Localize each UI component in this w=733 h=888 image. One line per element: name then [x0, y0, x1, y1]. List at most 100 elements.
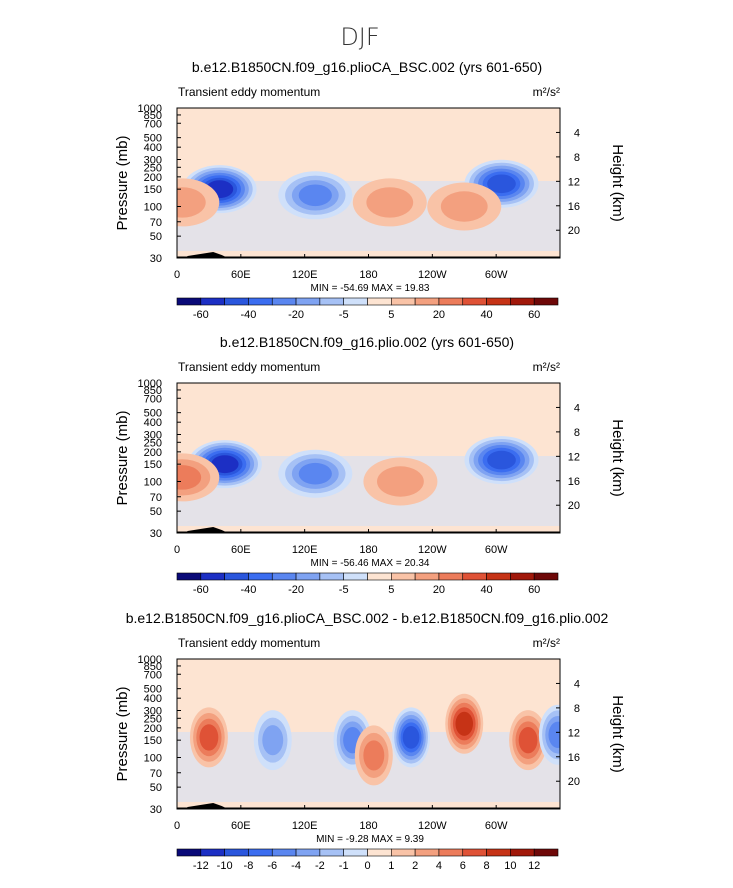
colorbar-swatch — [248, 848, 273, 857]
x-tick-label: 60E — [231, 820, 251, 832]
colorbar-swatch — [462, 297, 487, 306]
y-right-axis-label: Height (km) — [609, 419, 626, 497]
contour-feature-positive — [189, 707, 228, 768]
y-right-tick-label: 8 — [574, 427, 580, 439]
y-tick-label: 200 — [144, 172, 162, 184]
colorbar-label: 60 — [528, 584, 540, 596]
contour-level — [177, 465, 202, 490]
min-max-label: MIN = -9.28 MAX = 9.39 — [316, 834, 424, 845]
colorbar-swatch — [176, 848, 202, 857]
colorbar-label: -60 — [193, 309, 209, 321]
y-tick-label: 1000 — [138, 654, 162, 666]
contour-feature-positive — [354, 725, 393, 786]
colorbar-swatch — [438, 848, 464, 857]
colorbar-swatch — [200, 297, 225, 306]
contour-feature-negative — [464, 436, 539, 485]
contour-level — [455, 711, 474, 736]
colorbar-swatch — [295, 297, 321, 306]
y-tick-label: 850 — [144, 110, 162, 122]
y-tick-label: 850 — [144, 385, 162, 397]
colorbar-swatch — [176, 572, 202, 581]
colorbar-label: -12 — [193, 860, 209, 872]
y-right-tick-label: 4 — [574, 127, 580, 139]
y-right-axis-label: Height (km) — [609, 695, 626, 773]
colorbar-swatch — [295, 848, 321, 857]
colorbar-swatch — [414, 572, 440, 581]
y-tick-label: 100 — [144, 476, 162, 488]
colorbar-swatch — [224, 572, 249, 581]
colorbar-swatch — [319, 848, 344, 857]
y-right-tick-label: 12 — [568, 176, 580, 188]
colorbar-label: -10 — [217, 860, 233, 872]
panel-2: b.e12.B1850CN.f09_g16.plio.002 (yrs 601-… — [114, 334, 626, 596]
y-tick-label: 200 — [144, 447, 162, 459]
contour-level — [402, 726, 420, 749]
colorbar-swatch — [248, 297, 273, 306]
colorbar-label: -40 — [240, 584, 256, 596]
y-right-tick-label: 20 — [568, 776, 580, 788]
colorbar-swatch — [248, 572, 273, 581]
y-tick-label: 300 — [144, 706, 162, 718]
colorbar-label: 0 — [364, 860, 370, 872]
colorbar-swatch — [271, 848, 297, 857]
contour-level — [548, 721, 560, 748]
colorbar-swatch — [367, 297, 392, 306]
x-tick-label: 60W — [485, 820, 508, 832]
colorbar-swatch — [295, 572, 321, 581]
y-right-tick-label: 20 — [568, 500, 580, 512]
colorbar-swatch — [200, 572, 225, 581]
colorbar-label: 2 — [412, 860, 418, 872]
colorbar-swatch — [200, 848, 225, 857]
colorbar-swatch — [271, 297, 297, 306]
colorbar-swatch — [486, 848, 511, 857]
y-tick-label: 400 — [144, 142, 162, 154]
contour-level — [487, 450, 516, 470]
contour-feature-positive — [445, 693, 484, 754]
y-axis-label: Pressure (mb) — [114, 686, 131, 781]
y-tick-label: 500 — [144, 133, 162, 145]
colorbar-swatch — [391, 297, 416, 306]
y-right-tick-label: 16 — [568, 476, 580, 488]
y-tick-label: 400 — [144, 693, 162, 705]
y-tick-label: 500 — [144, 684, 162, 696]
y-tick-label: 1000 — [138, 378, 162, 390]
x-tick-label: 60W — [485, 544, 508, 556]
colorbar-label: 20 — [433, 309, 445, 321]
colorbar-label: 10 — [504, 860, 516, 872]
y-tick-label: 850 — [144, 661, 162, 673]
x-tick-label: 0 — [174, 269, 180, 281]
contour-feature-positive — [352, 178, 427, 227]
colorbar-label: -60 — [193, 584, 209, 596]
colorbar-label: 1 — [388, 860, 394, 872]
contour-level — [518, 726, 538, 754]
y-right-tick-label: 4 — [574, 402, 580, 414]
colorbar-swatch — [438, 297, 464, 306]
colorbar-label: 60 — [528, 309, 540, 321]
contour-field — [177, 693, 560, 809]
y-axis-label: Pressure (mb) — [114, 410, 131, 505]
colorbar-swatch — [510, 572, 535, 581]
y-tick-label: 700 — [144, 118, 162, 130]
contour-level — [298, 184, 332, 207]
contour-feature-negative — [278, 449, 353, 498]
colorbar-swatch — [438, 572, 464, 581]
panel-subtitle: Transient eddy momentum — [178, 636, 320, 650]
colorbar-label: 8 — [484, 860, 490, 872]
colorbar-swatch — [462, 572, 487, 581]
y-right-tick-label: 4 — [574, 678, 580, 690]
figure-title: DJF — [340, 23, 379, 51]
colorbar-swatch — [391, 848, 416, 857]
contour-level — [366, 187, 414, 218]
colorbar: -60 -40 -20 -5 5 20 40 60 — [176, 572, 559, 596]
min-max-label: MIN = -56.46 MAX = 20.34 — [311, 558, 430, 569]
x-tick-label: 120E — [292, 544, 318, 556]
x-tick-label: 180 — [359, 820, 377, 832]
colorbar-label: -8 — [244, 860, 254, 872]
colorbar-swatch — [319, 572, 344, 581]
x-tick-label: 0 — [174, 544, 180, 556]
colorbar-swatch — [533, 297, 559, 306]
x-tick-label: 120W — [418, 544, 447, 556]
colorbar-label: -6 — [267, 860, 277, 872]
y-tick-label: 250 — [144, 437, 162, 449]
y-tick-label: 70 — [150, 768, 162, 780]
